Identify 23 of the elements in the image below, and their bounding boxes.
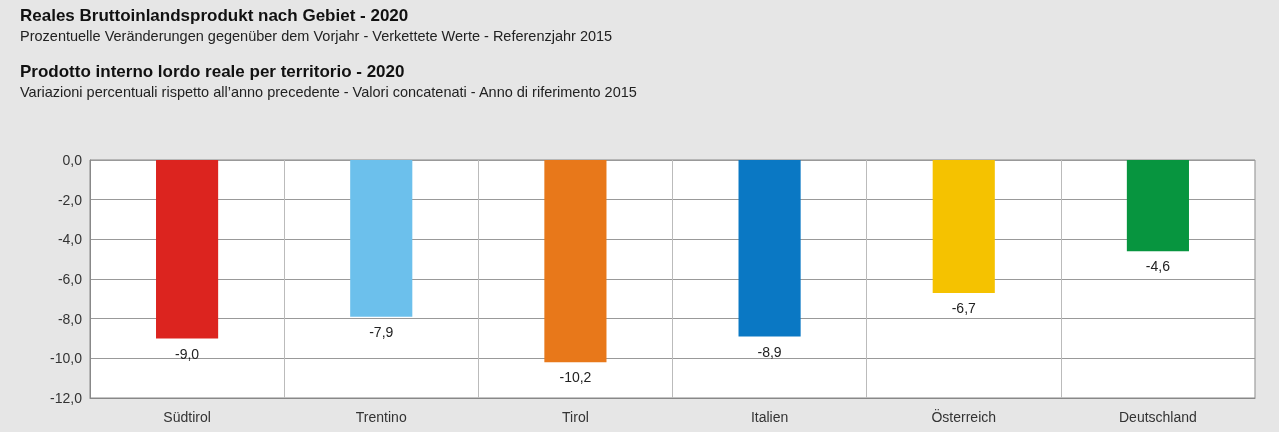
data-label: -8,9 — [757, 343, 782, 360]
chart-title: Reales Bruttoinlandsprodukt nach Gebiet - 2020 — [20, 6, 409, 26]
x-tick-label: Tirol — [562, 409, 589, 425]
y-tick-label: -8,0 — [57, 310, 83, 327]
y-tick-label: -6,0 — [57, 271, 83, 287]
y-tick-label: -10,0 — [50, 350, 83, 367]
data-label: -6,7 — [951, 299, 977, 316]
data-label: -9,0 — [175, 345, 200, 362]
data-label: -10,2 — [559, 369, 592, 386]
chart-subtitle: Prozentuelle Veränderungen gegenüber dem Vorjahr - Verkettete Werte - Referenzjahr 2015 — [20, 28, 613, 44]
text: Variazioni percentuali rispetto all’anno precedente - Valori concatenati - Anno di riferimento 2015 — [20, 84, 637, 100]
data-label: -7,9 — [369, 323, 394, 340]
x-tick-label: Italien — [750, 409, 789, 425]
y-tick-label: -2,0 — [57, 191, 83, 208]
x-tick-label: Trentino — [355, 409, 407, 425]
x-tick-label: Österreich — [931, 408, 997, 425]
y-tick-label: -12,0 — [50, 390, 83, 406]
x-tick-label: Südtirol — [163, 409, 211, 425]
y-tick-label: 0,0 — [62, 152, 83, 168]
text: Prodotto interno lordo reale per territorio - 2020 — [20, 62, 405, 82]
data-label: -4,6 — [1145, 258, 1171, 275]
x-tick-label: Deutschland — [1119, 409, 1197, 425]
y-tick-label: -4,0 — [57, 231, 83, 248]
